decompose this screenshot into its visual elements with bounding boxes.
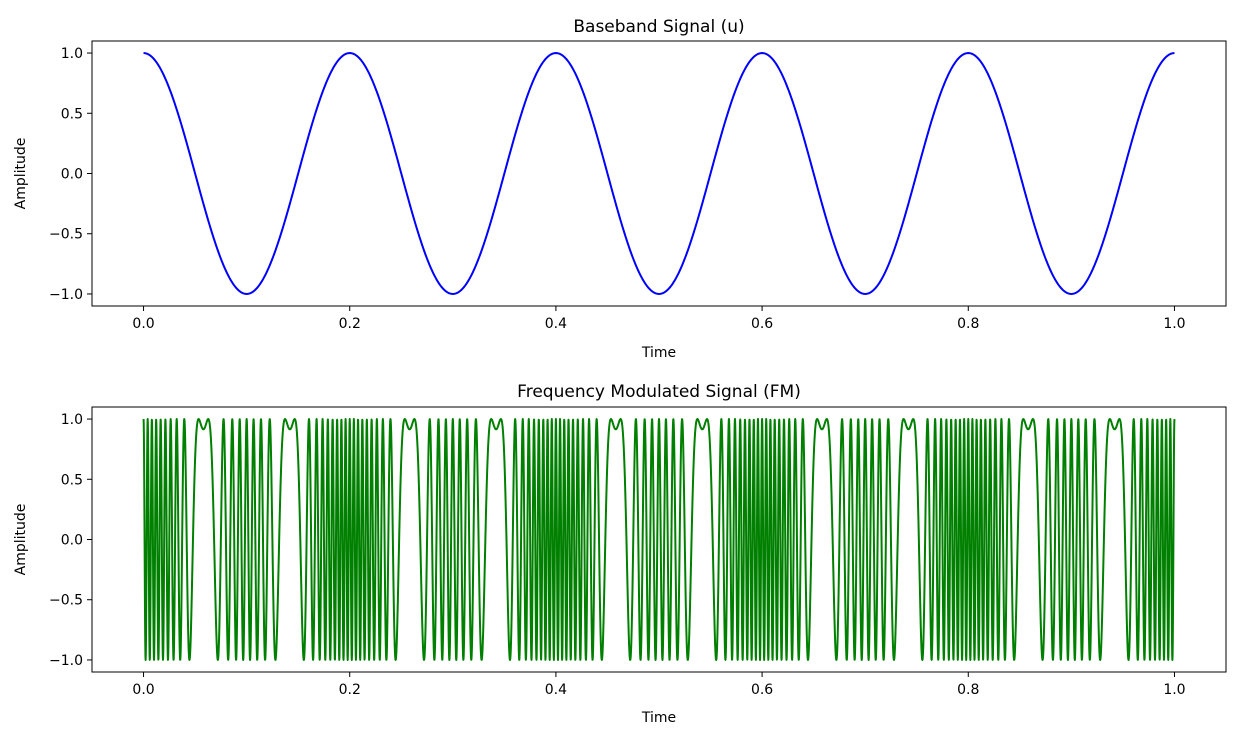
y-tick-label: 0.5 [61, 106, 83, 122]
x-tick-label: 0.2 [339, 316, 361, 332]
axes-frame [91, 40, 1227, 307]
y-tick-label: 0.0 [61, 533, 83, 549]
x-tick-label: 0.6 [751, 682, 773, 698]
y-tick-label: 1.0 [61, 46, 83, 62]
series-line [143, 52, 1175, 295]
chart-title: Baseband Signal (u) [573, 17, 744, 37]
fm-panel: 0.0 0.2 0.4 0.6 0.8 1.0 1.0 0.5 0.0 −0.5 −1.0 Frequ… [13, 382, 1227, 726]
x-tick-label: 0.0 [132, 682, 154, 698]
chart-title: Frequency Modulated Signal (FM) [517, 382, 801, 402]
x-tick-label: 0.4 [545, 316, 567, 332]
x-tick-label: 1.0 [1163, 682, 1185, 698]
y-tick-label: −0.5 [49, 593, 83, 609]
x-tick-label: 0.0 [132, 316, 154, 332]
y-tick-label: −1.0 [49, 287, 83, 303]
y-tick-label: 0.5 [61, 472, 83, 488]
y-tick-label: −0.5 [49, 227, 83, 243]
y-tick-label: −1.0 [49, 653, 83, 669]
x-tick-label: 1.0 [1163, 316, 1185, 332]
x-tick-label: 0.6 [751, 316, 773, 332]
y-axis-label: Amplitude [13, 138, 29, 210]
baseband-panel: 0.0 0.2 0.4 0.6 0.8 1.0 1.0 0.5 0.0 −0.5 −1.0 Baseb… [13, 17, 1227, 361]
x-axis-label: Time [641, 345, 676, 361]
x-tick-label: 0.2 [339, 682, 361, 698]
x-tick-label: 0.4 [545, 682, 567, 698]
x-axis-label: Time [641, 710, 676, 726]
x-tick-label: 0.8 [957, 682, 979, 698]
y-tick-label: 1.0 [61, 412, 83, 428]
series-line [142, 418, 1176, 661]
y-tick-label: 0.0 [61, 167, 83, 183]
y-axis-label: Amplitude [13, 504, 29, 576]
x-tick-label: 0.8 [957, 316, 979, 332]
